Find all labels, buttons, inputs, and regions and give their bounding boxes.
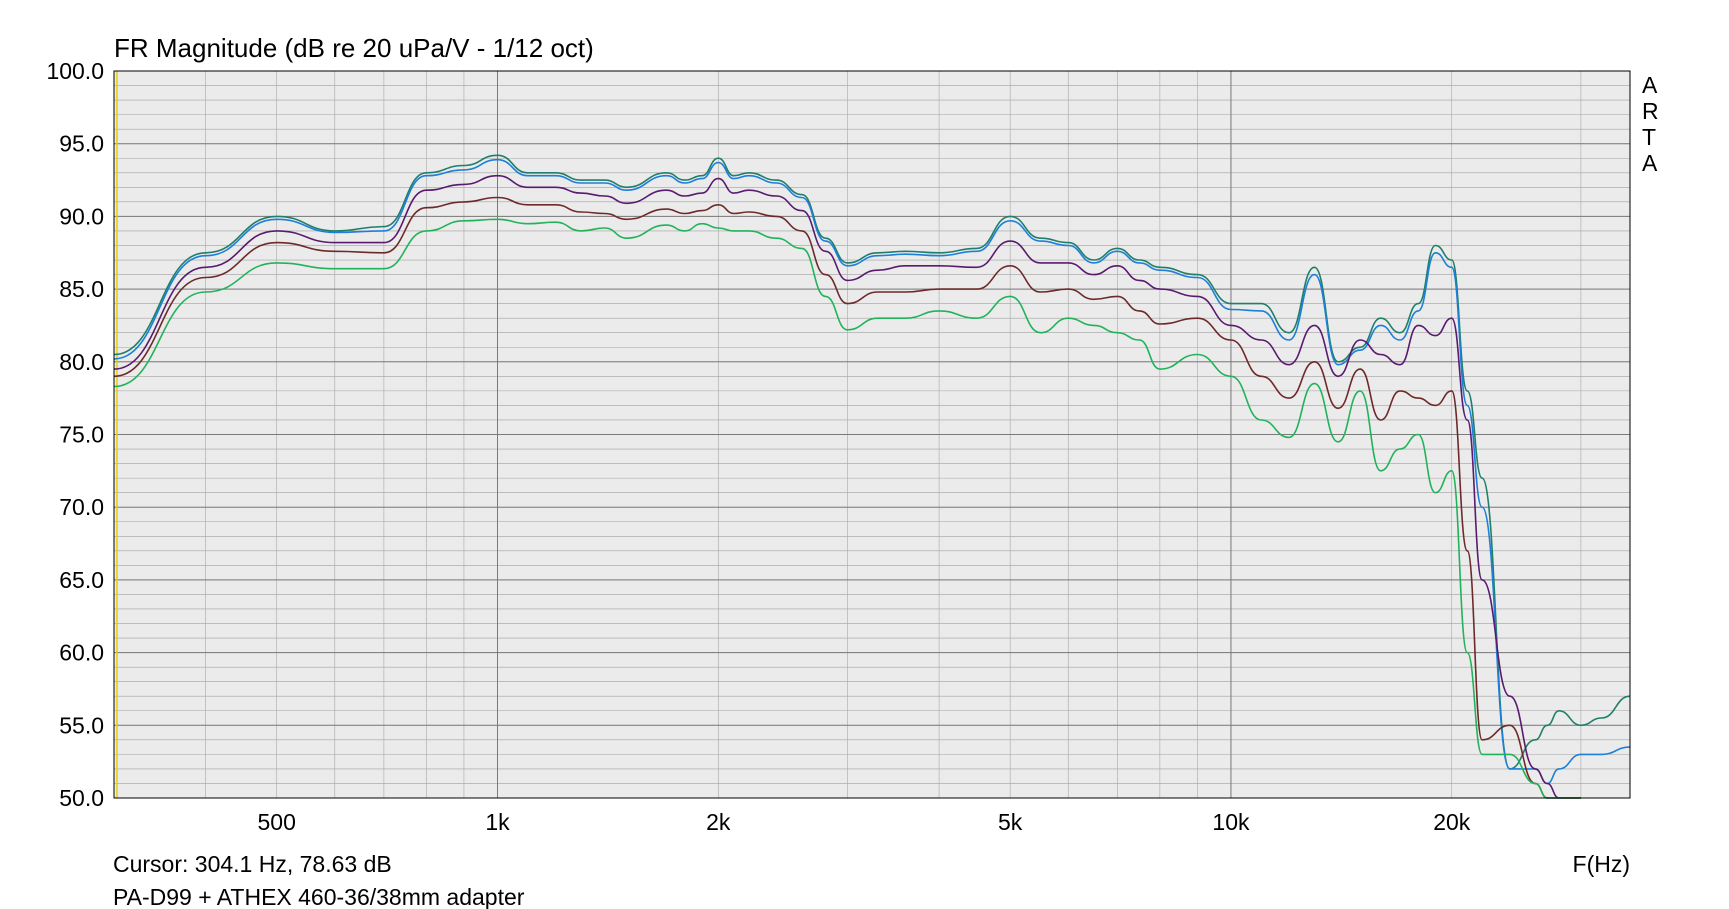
y-tick-label: 60.0 (59, 640, 104, 666)
y-tick-label: 75.0 (59, 422, 104, 448)
arta-letter: R (1642, 98, 1659, 124)
x-tick-label: 20k (1433, 809, 1471, 835)
series-line-1 (113, 154, 1631, 770)
chart-title: FR Magnitude (dB re 20 uPa/V - 1/12 oct) (114, 33, 594, 63)
x-tick-label: 10k (1212, 809, 1250, 835)
arta-letter: A (1642, 72, 1658, 98)
x-tick-label: 1k (485, 809, 510, 835)
y-axis-ticks: 50.0 55.0 60.0 65.0 70.0 75.0 80.0 85.0 90.0 95.0… (46, 58, 104, 811)
y-tick-label: 50.0 (59, 785, 104, 811)
series-line-4 (113, 196, 1581, 799)
cursor-readout: Cursor: 304.1 Hz, 78.63 dB (113, 851, 392, 877)
y-tick-label: 90.0 (59, 203, 104, 229)
x-axis-ticks: 500 1k 2k 5k 10k 20k (258, 809, 1471, 835)
chart-caption: PA-D99 + ATHEX 460-36/38mm adapter (113, 884, 525, 909)
arta-letter: A (1642, 150, 1658, 176)
x-axis-label: F(Hz) (1573, 851, 1630, 877)
series-line-5 (113, 218, 1581, 799)
y-tick-label: 65.0 (59, 567, 104, 593)
series-line-2 (113, 158, 1631, 785)
series-line-3 (113, 174, 1581, 799)
y-tick-label: 85.0 (59, 276, 104, 302)
x-tick-label: 500 (258, 809, 296, 835)
x-tick-label: 2k (706, 809, 731, 835)
series-layer (113, 154, 1631, 799)
y-tick-label: 95.0 (59, 131, 104, 157)
y-tick-label: 100.0 (46, 58, 104, 84)
y-tick-label: 55.0 (59, 712, 104, 738)
x-tick-label: 5k (998, 809, 1023, 835)
y-tick-label: 80.0 (59, 349, 104, 375)
arta-letter: T (1642, 124, 1656, 150)
plot-frame (113, 70, 1631, 799)
y-tick-label: 70.0 (59, 494, 104, 520)
